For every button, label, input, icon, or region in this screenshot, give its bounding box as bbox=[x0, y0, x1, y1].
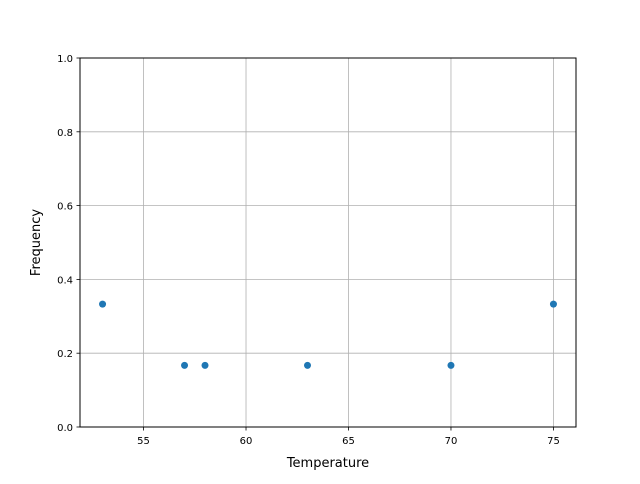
data-point bbox=[304, 361, 312, 369]
x-axis-label: Temperature bbox=[286, 456, 369, 471]
data-point bbox=[549, 300, 557, 308]
x-tick-label: 55 bbox=[137, 436, 150, 447]
data-point bbox=[447, 361, 455, 369]
data-point bbox=[99, 300, 107, 308]
y-tick-label: 0.8 bbox=[57, 128, 73, 139]
y-axis-label: Frequency bbox=[29, 209, 44, 276]
x-tick-label: 75 bbox=[547, 436, 560, 447]
data-point bbox=[201, 361, 209, 369]
grid bbox=[80, 57, 576, 428]
data-points bbox=[99, 300, 557, 369]
ticks: 55 60 65 70 75 0.0 0.2 0.4 0.6 0.8 1.0 bbox=[57, 54, 560, 447]
x-tick-label: 65 bbox=[342, 436, 355, 447]
y-tick-label: 0.6 bbox=[57, 202, 73, 213]
y-tick-label: 0.2 bbox=[57, 349, 73, 360]
y-tick-label: 1.0 bbox=[57, 54, 73, 65]
y-tick-label: 0.4 bbox=[57, 275, 73, 286]
data-point bbox=[181, 361, 189, 369]
axes-frame bbox=[79, 57, 577, 428]
x-tick-label: 70 bbox=[445, 436, 458, 447]
x-tick-label: 60 bbox=[240, 436, 253, 447]
y-tick-label: 0.0 bbox=[57, 423, 73, 434]
